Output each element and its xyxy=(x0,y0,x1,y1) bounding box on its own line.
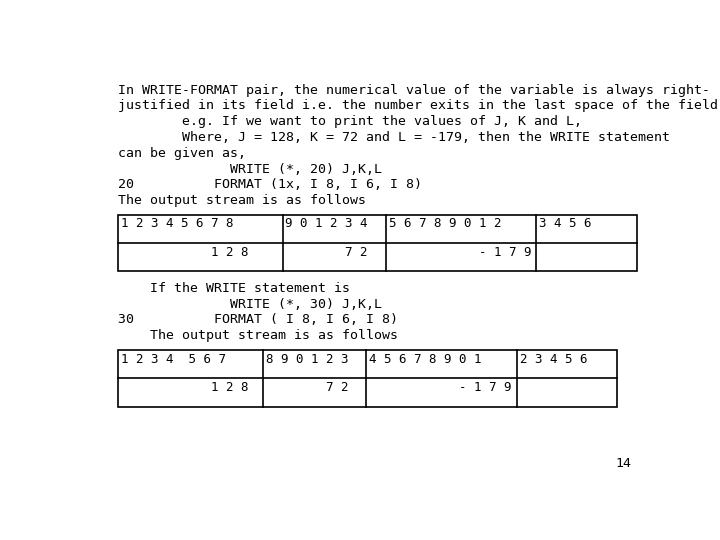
Bar xyxy=(118,215,636,272)
Text: 5 6 7 8 9 0 1 2: 5 6 7 8 9 0 1 2 xyxy=(389,218,501,231)
Text: e.g. If we want to print the values of J, K and L,: e.g. If we want to print the values of J… xyxy=(118,115,582,128)
Text: 1 2 8: 1 2 8 xyxy=(121,246,248,259)
Text: 3 4 5 6: 3 4 5 6 xyxy=(539,218,592,231)
Text: 14: 14 xyxy=(616,457,631,470)
Bar xyxy=(118,350,617,407)
Text: 2 3 4 5 6: 2 3 4 5 6 xyxy=(520,353,588,366)
Text: justified in its field i.e. the number exits in the last space of the field.: justified in its field i.e. the number e… xyxy=(118,99,720,112)
Text: WRITE (*, 30) J,K,L: WRITE (*, 30) J,K,L xyxy=(118,298,382,310)
Text: 9 0 1 2 3 4: 9 0 1 2 3 4 xyxy=(285,218,368,231)
Text: 20          FORMAT (1x, I 8, I 6, I 8): 20 FORMAT (1x, I 8, I 6, I 8) xyxy=(118,178,422,191)
Text: If the WRITE statement is: If the WRITE statement is xyxy=(118,282,350,295)
Text: 1 2 3 4  5 6 7: 1 2 3 4 5 6 7 xyxy=(121,353,225,366)
Text: 1 2 3 4 5 6 7 8: 1 2 3 4 5 6 7 8 xyxy=(121,218,233,231)
Text: Where, J = 128, K = 72 and L = -179, then the WRITE statement: Where, J = 128, K = 72 and L = -179, the… xyxy=(118,131,670,144)
Text: 4 5 6 7 8 9 0 1: 4 5 6 7 8 9 0 1 xyxy=(369,353,482,366)
Text: 7 2: 7 2 xyxy=(266,381,348,394)
Text: WRITE (*, 20) J,K,L: WRITE (*, 20) J,K,L xyxy=(118,163,382,176)
Text: The output stream is as follows: The output stream is as follows xyxy=(118,329,398,342)
Text: The output stream is as follows: The output stream is as follows xyxy=(118,194,366,207)
Text: 8 9 0 1 2 3: 8 9 0 1 2 3 xyxy=(266,353,348,366)
Text: 7 2: 7 2 xyxy=(285,246,368,259)
Text: 30          FORMAT ( I 8, I 6, I 8): 30 FORMAT ( I 8, I 6, I 8) xyxy=(118,313,398,327)
Text: 1 2 8: 1 2 8 xyxy=(121,381,248,394)
Text: In WRITE-FORMAT pair, the numerical value of the variable is always right-: In WRITE-FORMAT pair, the numerical valu… xyxy=(118,84,710,97)
Text: - 1 7 9: - 1 7 9 xyxy=(369,381,511,394)
Text: can be given as,: can be given as, xyxy=(118,147,246,160)
Text: - 1 7 9: - 1 7 9 xyxy=(389,246,531,259)
